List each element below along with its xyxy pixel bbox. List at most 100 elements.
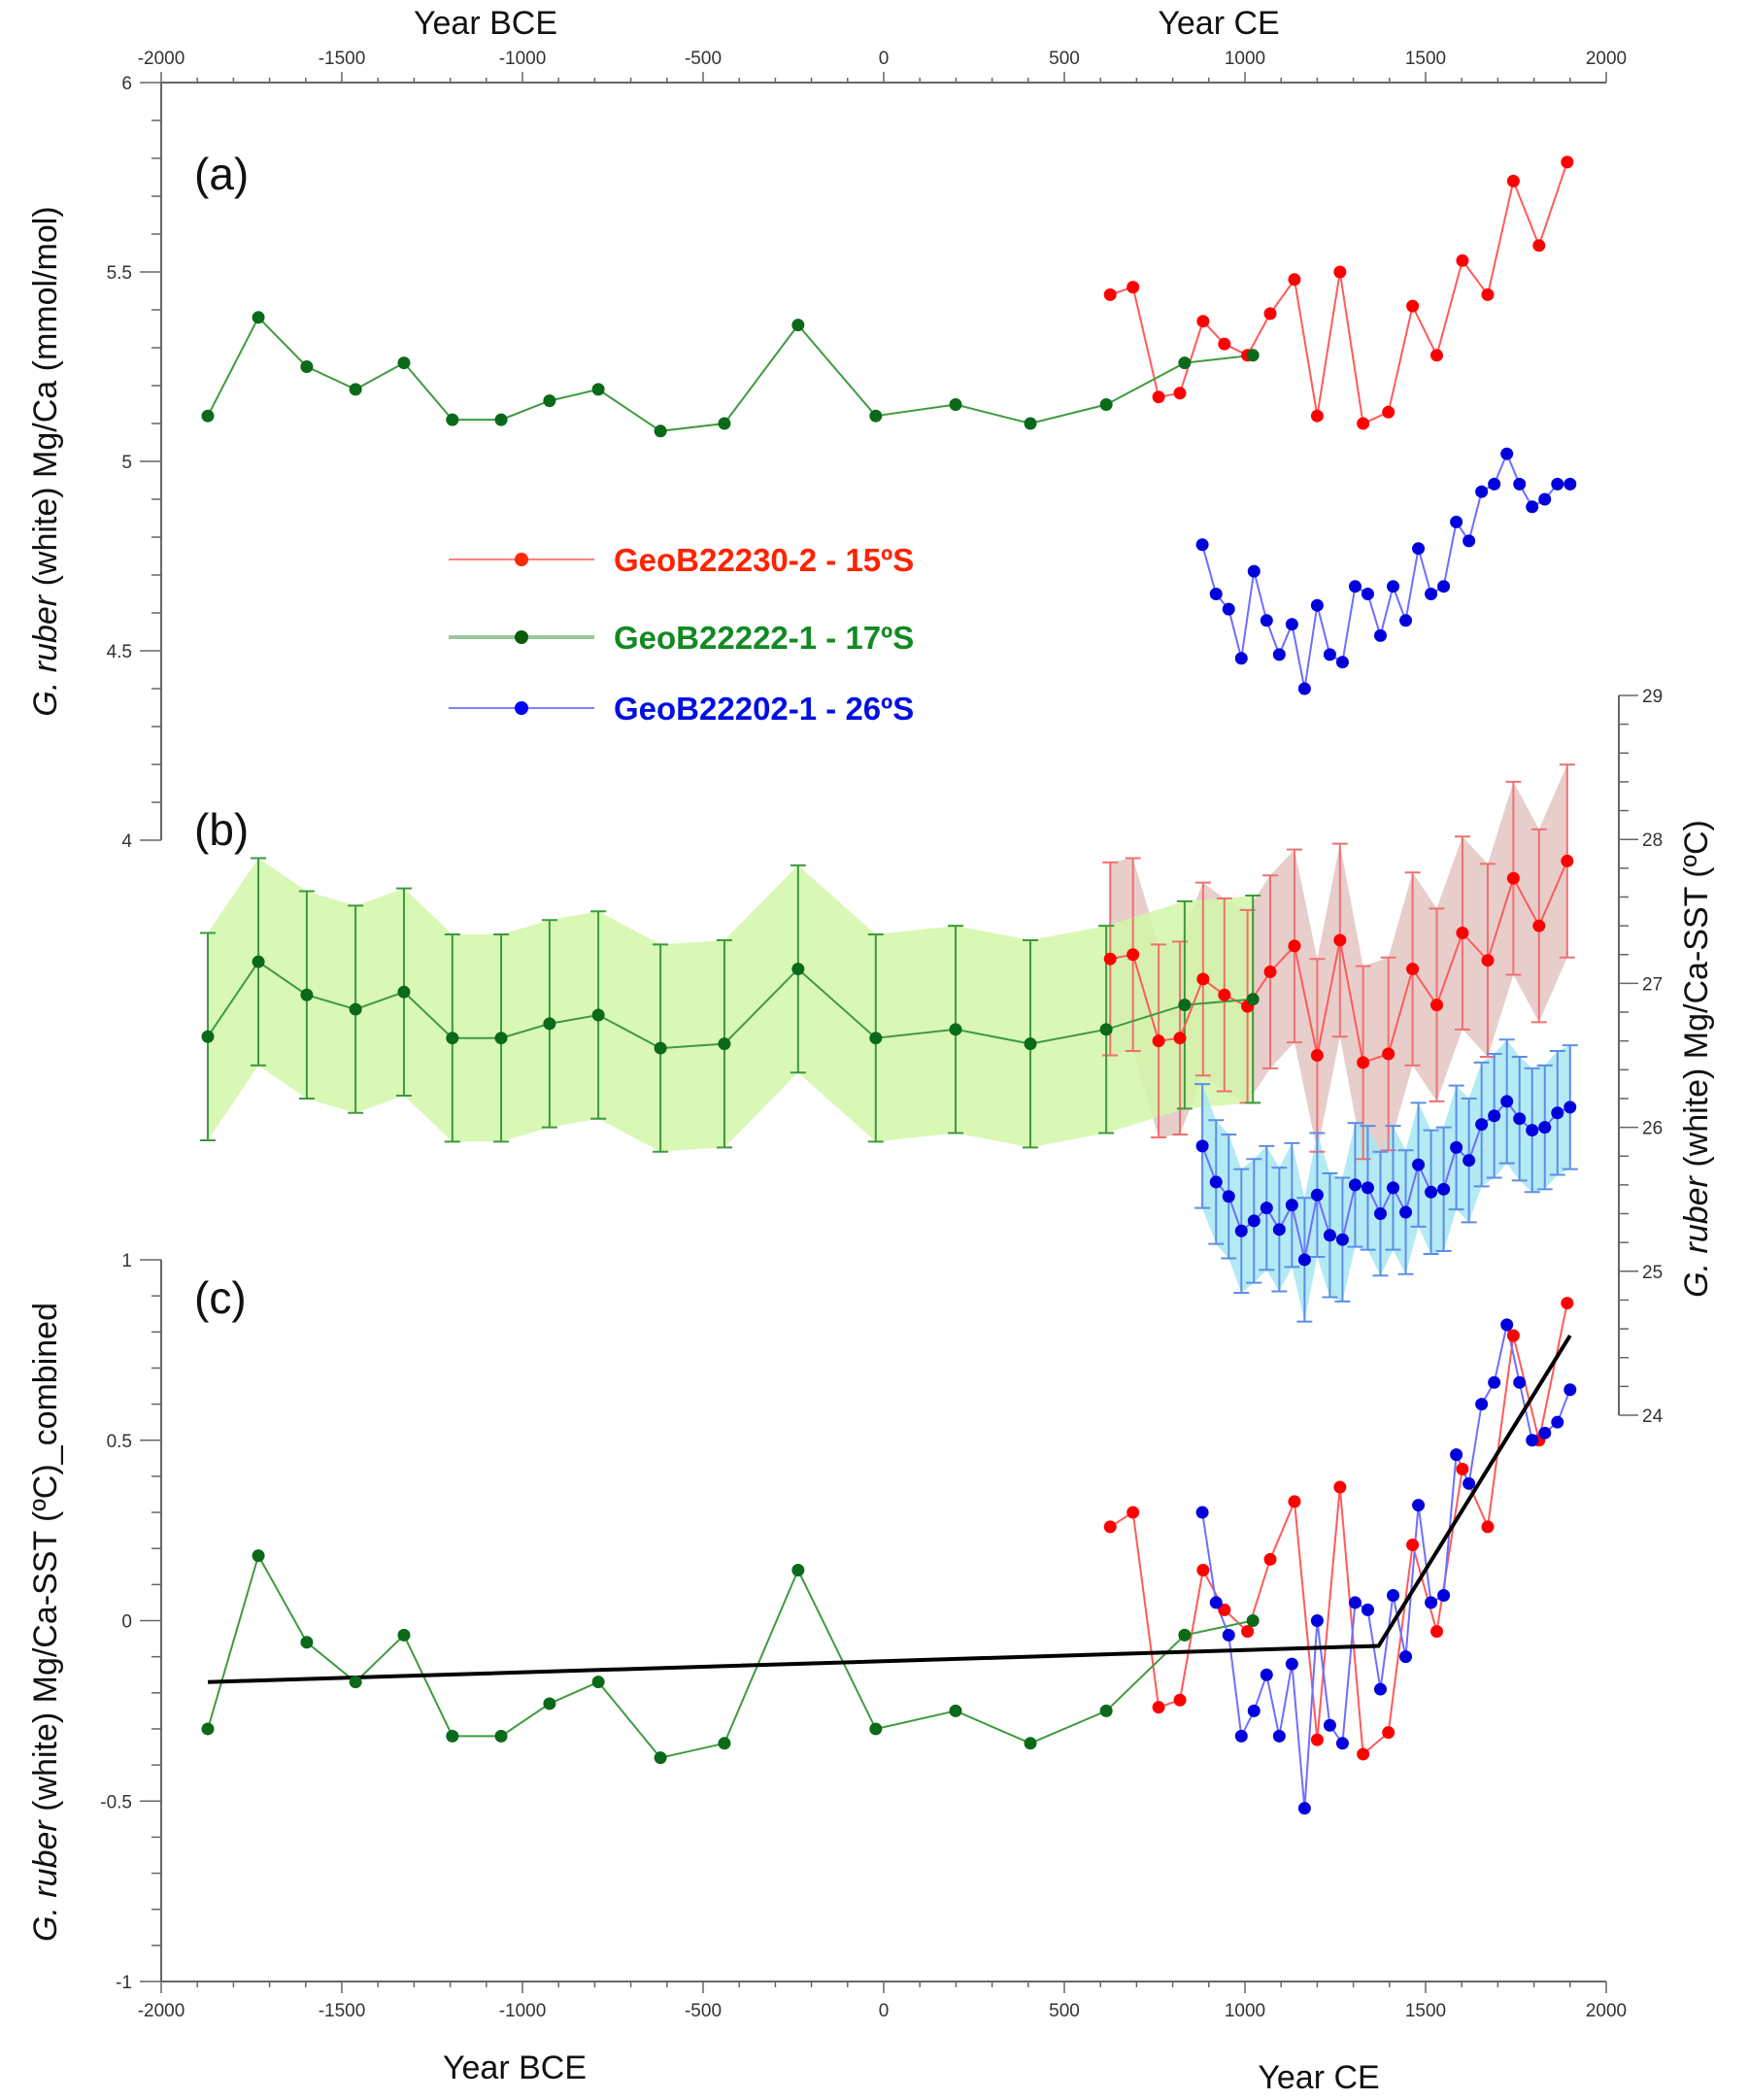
top-xlabel-ce: Year CE <box>1158 5 1279 42</box>
data-point-a-1 <box>869 409 883 423</box>
series-line-c-1 <box>207 1553 1254 1759</box>
data-point-c-2 <box>1361 1603 1374 1616</box>
data-point-b-0 <box>1406 963 1420 976</box>
data-point-c-0 <box>1456 1462 1469 1475</box>
series-line-a-1 <box>207 316 1254 432</box>
data-point-a-0 <box>1218 337 1231 351</box>
data-point-a-1 <box>300 360 314 373</box>
legend-marker-green <box>515 630 528 644</box>
data-point-a-0 <box>1430 349 1444 362</box>
data-point-a-1 <box>718 417 731 430</box>
data-point-b-0 <box>1532 919 1546 932</box>
panel-label-b: (b) <box>194 804 249 855</box>
data-point-a-2 <box>1310 598 1324 612</box>
data-point-a-0 <box>1173 387 1187 400</box>
bottom-x-tick-label: 0 <box>879 2001 890 2021</box>
data-point-a-2 <box>1209 588 1223 600</box>
data-point-a-2 <box>1297 682 1311 695</box>
data-point-a-0 <box>1481 288 1495 301</box>
data-point-b-0 <box>1126 948 1140 962</box>
data-point-a-2 <box>1195 538 1209 552</box>
data-point-b-2 <box>1260 1202 1273 1215</box>
data-point-b-0 <box>1263 965 1277 979</box>
data-point-a-0 <box>1406 299 1420 313</box>
data-point-c-0 <box>1561 1297 1574 1310</box>
legend-label-green: GeoB22222-1 - 17ºS <box>614 620 914 656</box>
data-point-c-1 <box>791 1563 805 1576</box>
data-point-b-1 <box>869 1032 883 1045</box>
data-point-b-2 <box>1412 1158 1426 1171</box>
data-point-a-2 <box>1563 477 1577 491</box>
left-y-tick-label-a: 4.5 <box>107 642 132 662</box>
data-point-b-2 <box>1335 1233 1349 1246</box>
data-point-b-1 <box>1024 1037 1037 1051</box>
bottom-x-tick-label: 1000 <box>1225 2001 1265 2021</box>
data-point-b-0 <box>1456 927 1469 940</box>
data-point-b-2 <box>1323 1229 1336 1242</box>
right-y-tick-label-b: 26 <box>1642 1119 1663 1139</box>
data-point-b-1 <box>397 985 411 999</box>
data-point-a-2 <box>1374 628 1387 642</box>
top-x-tick-label: -500 <box>685 49 722 69</box>
data-point-b-1 <box>591 1008 605 1022</box>
data-point-c-2 <box>1538 1426 1552 1440</box>
data-point-b-2 <box>1488 1109 1501 1123</box>
data-point-b-2 <box>1209 1175 1223 1189</box>
data-point-b-2 <box>1374 1207 1387 1221</box>
data-point-c-1 <box>1178 1628 1192 1642</box>
data-point-c-2 <box>1488 1375 1501 1389</box>
data-point-c-0 <box>1173 1693 1187 1707</box>
data-point-a-0 <box>1333 265 1347 279</box>
data-point-c-2 <box>1437 1588 1451 1602</box>
legend-marker-blue <box>515 701 528 715</box>
data-point-a-1 <box>446 413 459 426</box>
bottom-x-tick-label: 1500 <box>1405 2001 1446 2021</box>
data-point-a-1 <box>1024 417 1037 430</box>
data-point-a-1 <box>201 409 215 423</box>
data-point-c-1 <box>1099 1704 1113 1717</box>
data-point-c-2 <box>1526 1434 1539 1447</box>
axes-layer: -2000 -1500 -1000 -500 0 500 1000 1500 2000-2000… <box>100 49 1663 2021</box>
data-point-c-2 <box>1513 1375 1527 1389</box>
data-point-b-0 <box>1333 933 1347 947</box>
data-point-b-0 <box>1288 939 1301 953</box>
data-point-c-2 <box>1247 1704 1261 1717</box>
data-point-a-1 <box>591 383 605 396</box>
data-point-a-1 <box>654 424 667 438</box>
data-point-a-1 <box>349 383 362 396</box>
data-point-b-1 <box>791 963 805 976</box>
data-point-a-2 <box>1425 588 1438 600</box>
data-point-b-0 <box>1173 1032 1187 1045</box>
data-point-a-2 <box>1450 515 1463 528</box>
data-point-b-2 <box>1563 1101 1577 1114</box>
data-point-b-0 <box>1430 999 1444 1012</box>
data-point-a-2 <box>1488 477 1501 491</box>
data-point-b-1 <box>446 1032 459 1045</box>
data-point-c-0 <box>1406 1538 1420 1551</box>
data-point-b-0 <box>1357 1056 1370 1069</box>
data-point-a-1 <box>949 398 962 411</box>
data-point-b-2 <box>1500 1095 1514 1108</box>
data-point-b-0 <box>1382 1047 1395 1061</box>
top-xlabel-bce: Year BCE <box>414 5 557 42</box>
data-point-b-2 <box>1348 1178 1361 1192</box>
uncertainty-band-b-1 <box>208 858 1254 1152</box>
data-point-a-0 <box>1103 288 1117 301</box>
ylabel-b-right: G. ruber (white) Mg/Ca-SST (ºC) <box>1678 820 1715 1298</box>
data-point-c-1 <box>654 1751 667 1765</box>
data-point-b-1 <box>718 1037 731 1051</box>
data-point-c-2 <box>1222 1628 1235 1642</box>
data-point-b-2 <box>1513 1112 1527 1126</box>
data-point-a-0 <box>1310 409 1324 423</box>
data-point-a-1 <box>1178 356 1192 370</box>
data-point-b-0 <box>1481 954 1495 967</box>
data-point-b-0 <box>1561 854 1574 867</box>
data-point-c-2 <box>1399 1650 1413 1664</box>
data-point-a-1 <box>252 311 265 324</box>
data-point-a-0 <box>1456 254 1469 267</box>
legend-marker-red <box>515 553 528 566</box>
data-point-b-1 <box>252 955 265 968</box>
data-point-c-1 <box>300 1636 314 1649</box>
data-point-b-0 <box>1506 871 1520 885</box>
left-y-tick-label-c: 1 <box>121 1251 132 1271</box>
